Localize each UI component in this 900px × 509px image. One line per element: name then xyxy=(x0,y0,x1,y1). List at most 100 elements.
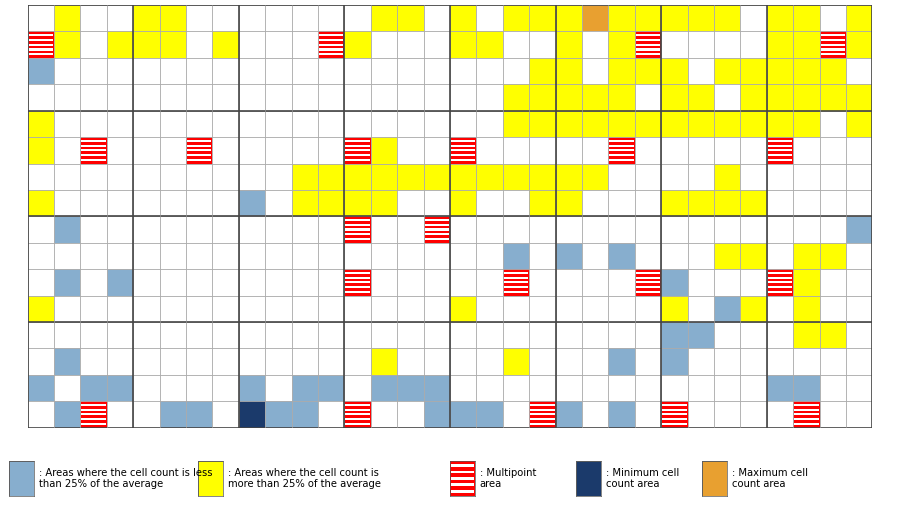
Bar xyxy=(793,163,820,190)
Bar xyxy=(846,5,872,32)
Bar xyxy=(476,216,503,243)
Bar xyxy=(346,159,370,161)
Bar xyxy=(688,137,714,163)
Bar xyxy=(636,276,661,278)
Bar xyxy=(80,190,107,216)
Bar xyxy=(529,216,555,243)
Bar xyxy=(28,296,54,322)
Bar xyxy=(582,111,608,137)
Bar xyxy=(741,163,767,190)
Bar xyxy=(80,111,107,137)
Bar xyxy=(81,159,105,161)
Bar xyxy=(266,84,292,111)
Bar xyxy=(424,375,450,401)
Bar xyxy=(212,190,238,216)
Bar xyxy=(28,84,54,111)
Bar xyxy=(662,413,687,415)
Bar xyxy=(186,111,212,137)
Bar xyxy=(318,32,345,58)
Bar xyxy=(634,190,662,216)
Bar xyxy=(159,243,186,269)
Bar xyxy=(636,291,661,293)
Bar xyxy=(54,111,80,137)
Bar xyxy=(793,348,820,375)
Bar xyxy=(688,163,714,190)
Bar xyxy=(503,163,529,190)
Bar xyxy=(292,58,318,84)
Bar xyxy=(346,418,370,420)
Bar xyxy=(266,32,292,58)
Bar xyxy=(133,375,159,401)
Bar xyxy=(319,39,343,41)
Bar xyxy=(29,53,53,55)
Bar xyxy=(187,159,212,161)
Bar xyxy=(371,243,397,269)
Bar xyxy=(107,216,133,243)
Bar xyxy=(397,111,424,137)
Bar xyxy=(292,322,318,348)
Bar xyxy=(345,137,371,163)
Bar xyxy=(688,401,714,428)
Bar xyxy=(238,348,266,375)
Bar xyxy=(582,269,608,296)
Bar xyxy=(345,32,371,58)
Bar xyxy=(451,490,474,493)
Bar xyxy=(266,190,292,216)
Bar xyxy=(133,322,159,348)
Bar xyxy=(634,58,662,84)
Bar xyxy=(741,32,767,58)
Bar xyxy=(476,137,503,163)
Bar xyxy=(424,32,450,58)
Bar xyxy=(54,190,80,216)
Bar xyxy=(54,137,80,163)
Bar xyxy=(292,84,318,111)
Bar xyxy=(371,111,397,137)
Bar xyxy=(212,322,238,348)
Bar xyxy=(238,111,266,137)
Bar xyxy=(795,404,819,406)
Bar xyxy=(846,401,872,428)
Bar xyxy=(81,413,105,415)
Bar xyxy=(529,401,555,428)
Bar xyxy=(159,58,186,84)
Bar xyxy=(503,401,529,428)
Bar xyxy=(451,477,474,480)
Bar xyxy=(741,401,767,428)
Bar xyxy=(371,269,397,296)
Bar xyxy=(504,281,528,284)
Bar xyxy=(767,296,793,322)
Bar xyxy=(662,216,688,243)
Bar xyxy=(820,269,846,296)
Bar xyxy=(319,34,343,36)
Bar xyxy=(212,84,238,111)
Bar xyxy=(767,190,793,216)
Bar xyxy=(530,404,554,406)
Bar xyxy=(397,163,424,190)
Bar xyxy=(795,413,819,415)
Bar xyxy=(820,375,846,401)
Bar xyxy=(238,32,266,58)
Bar xyxy=(292,348,318,375)
Bar xyxy=(608,111,634,137)
Bar xyxy=(846,296,872,322)
Bar xyxy=(29,48,53,50)
Bar xyxy=(609,140,634,142)
Bar xyxy=(503,137,529,163)
Bar xyxy=(582,5,608,32)
Bar xyxy=(503,5,529,32)
Bar xyxy=(688,190,714,216)
Bar xyxy=(54,5,80,32)
Bar xyxy=(371,216,397,243)
Bar xyxy=(54,348,80,375)
Bar xyxy=(714,348,741,375)
Bar xyxy=(80,401,107,428)
Bar xyxy=(767,348,793,375)
Bar xyxy=(424,243,450,269)
Bar xyxy=(80,163,107,190)
Bar xyxy=(608,401,634,428)
Bar xyxy=(450,32,476,58)
Bar xyxy=(555,58,582,84)
Bar xyxy=(425,238,449,240)
Bar xyxy=(476,401,503,428)
Bar xyxy=(608,243,634,269)
